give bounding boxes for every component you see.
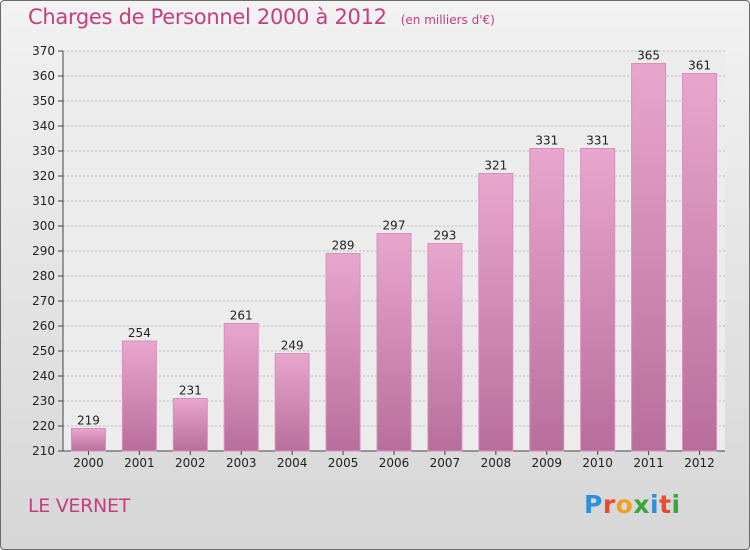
bar	[274, 353, 310, 452]
title-row: Charges de Personnel 2000 à 2012 (en mill…	[28, 5, 495, 29]
y-tick-label: 240	[32, 369, 55, 383]
x-tick-label: 2011	[633, 456, 664, 470]
x-tick-label: 2008	[481, 456, 512, 470]
y-tick-label: 350	[32, 94, 55, 108]
y-tick-label: 210	[32, 444, 55, 458]
bar-value-label: 289	[332, 239, 355, 253]
x-tick-label: 2009	[531, 456, 562, 470]
bar	[427, 243, 463, 452]
y-tick-label: 300	[32, 219, 55, 233]
logo-letter: x	[633, 490, 650, 519]
x-tick-label: 2004	[277, 456, 308, 470]
x-tick-label: 2010	[582, 456, 613, 470]
y-tick-label: 360	[32, 69, 55, 83]
bar	[70, 428, 106, 452]
logo-letter: o	[615, 490, 634, 519]
bar	[376, 233, 412, 452]
y-tick-label: 310	[32, 194, 55, 208]
y-tick-label: 370	[32, 44, 55, 58]
y-tick-label: 280	[32, 269, 55, 283]
y-tick-label: 340	[32, 119, 55, 133]
bar-value-label: 261	[230, 309, 253, 323]
bar	[631, 63, 667, 452]
bar-value-label: 365	[637, 49, 660, 63]
bar	[478, 173, 514, 452]
chart-unit: (en milliers d'€)	[400, 13, 495, 27]
bar-value-label: 249	[281, 339, 304, 353]
bar-value-label: 331	[586, 134, 609, 148]
y-tick-label: 290	[32, 244, 55, 258]
logo-letter: i	[671, 490, 681, 519]
x-tick-label: 2005	[328, 456, 359, 470]
logo-letter: P	[584, 490, 603, 519]
commune-name: LE VERNET	[28, 495, 130, 517]
chart-title: Charges de Personnel 2000 à 2012	[28, 5, 387, 29]
bar	[529, 148, 565, 452]
x-tick-label: 2007	[430, 456, 461, 470]
bar-value-label: 321	[484, 159, 507, 173]
bar	[121, 340, 157, 452]
x-tick-label: 2003	[226, 456, 257, 470]
bar-value-label: 331	[535, 134, 558, 148]
y-tick-label: 330	[32, 144, 55, 158]
bar	[223, 323, 259, 452]
y-tick-label: 320	[32, 169, 55, 183]
bar-value-label: 219	[77, 414, 100, 428]
x-tick-label: 2012	[684, 456, 715, 470]
bar-chart: 210 220 230 240 250 260 270 280 290 300 310 320 330 3…	[32, 44, 725, 470]
bar-value-label: 293	[433, 229, 456, 243]
bar-value-label: 231	[179, 384, 202, 398]
x-tick-label: 2000	[73, 456, 104, 470]
y-tick-label: 250	[32, 344, 55, 358]
logo-letter: t	[659, 490, 672, 519]
y-tick-label: 230	[32, 394, 55, 408]
bar	[325, 253, 361, 452]
bar-value-label: 297	[383, 219, 406, 233]
y-tick-label: 270	[32, 294, 55, 308]
bar-value-label: 254	[128, 326, 151, 340]
bar	[580, 148, 616, 452]
logo-letter: i	[650, 490, 660, 519]
logo-letter: r	[602, 490, 616, 519]
x-tick-label: 2001	[124, 456, 155, 470]
y-tick-label: 220	[32, 419, 55, 433]
bar	[682, 73, 718, 452]
x-tick-label: 2006	[379, 456, 410, 470]
bar-value-label: 361	[688, 59, 711, 73]
y-tick-label: 260	[32, 319, 55, 333]
x-tick-label: 2002	[175, 456, 206, 470]
bar	[172, 398, 208, 452]
proxiti-logo[interactable]: Proxiti	[584, 490, 681, 519]
